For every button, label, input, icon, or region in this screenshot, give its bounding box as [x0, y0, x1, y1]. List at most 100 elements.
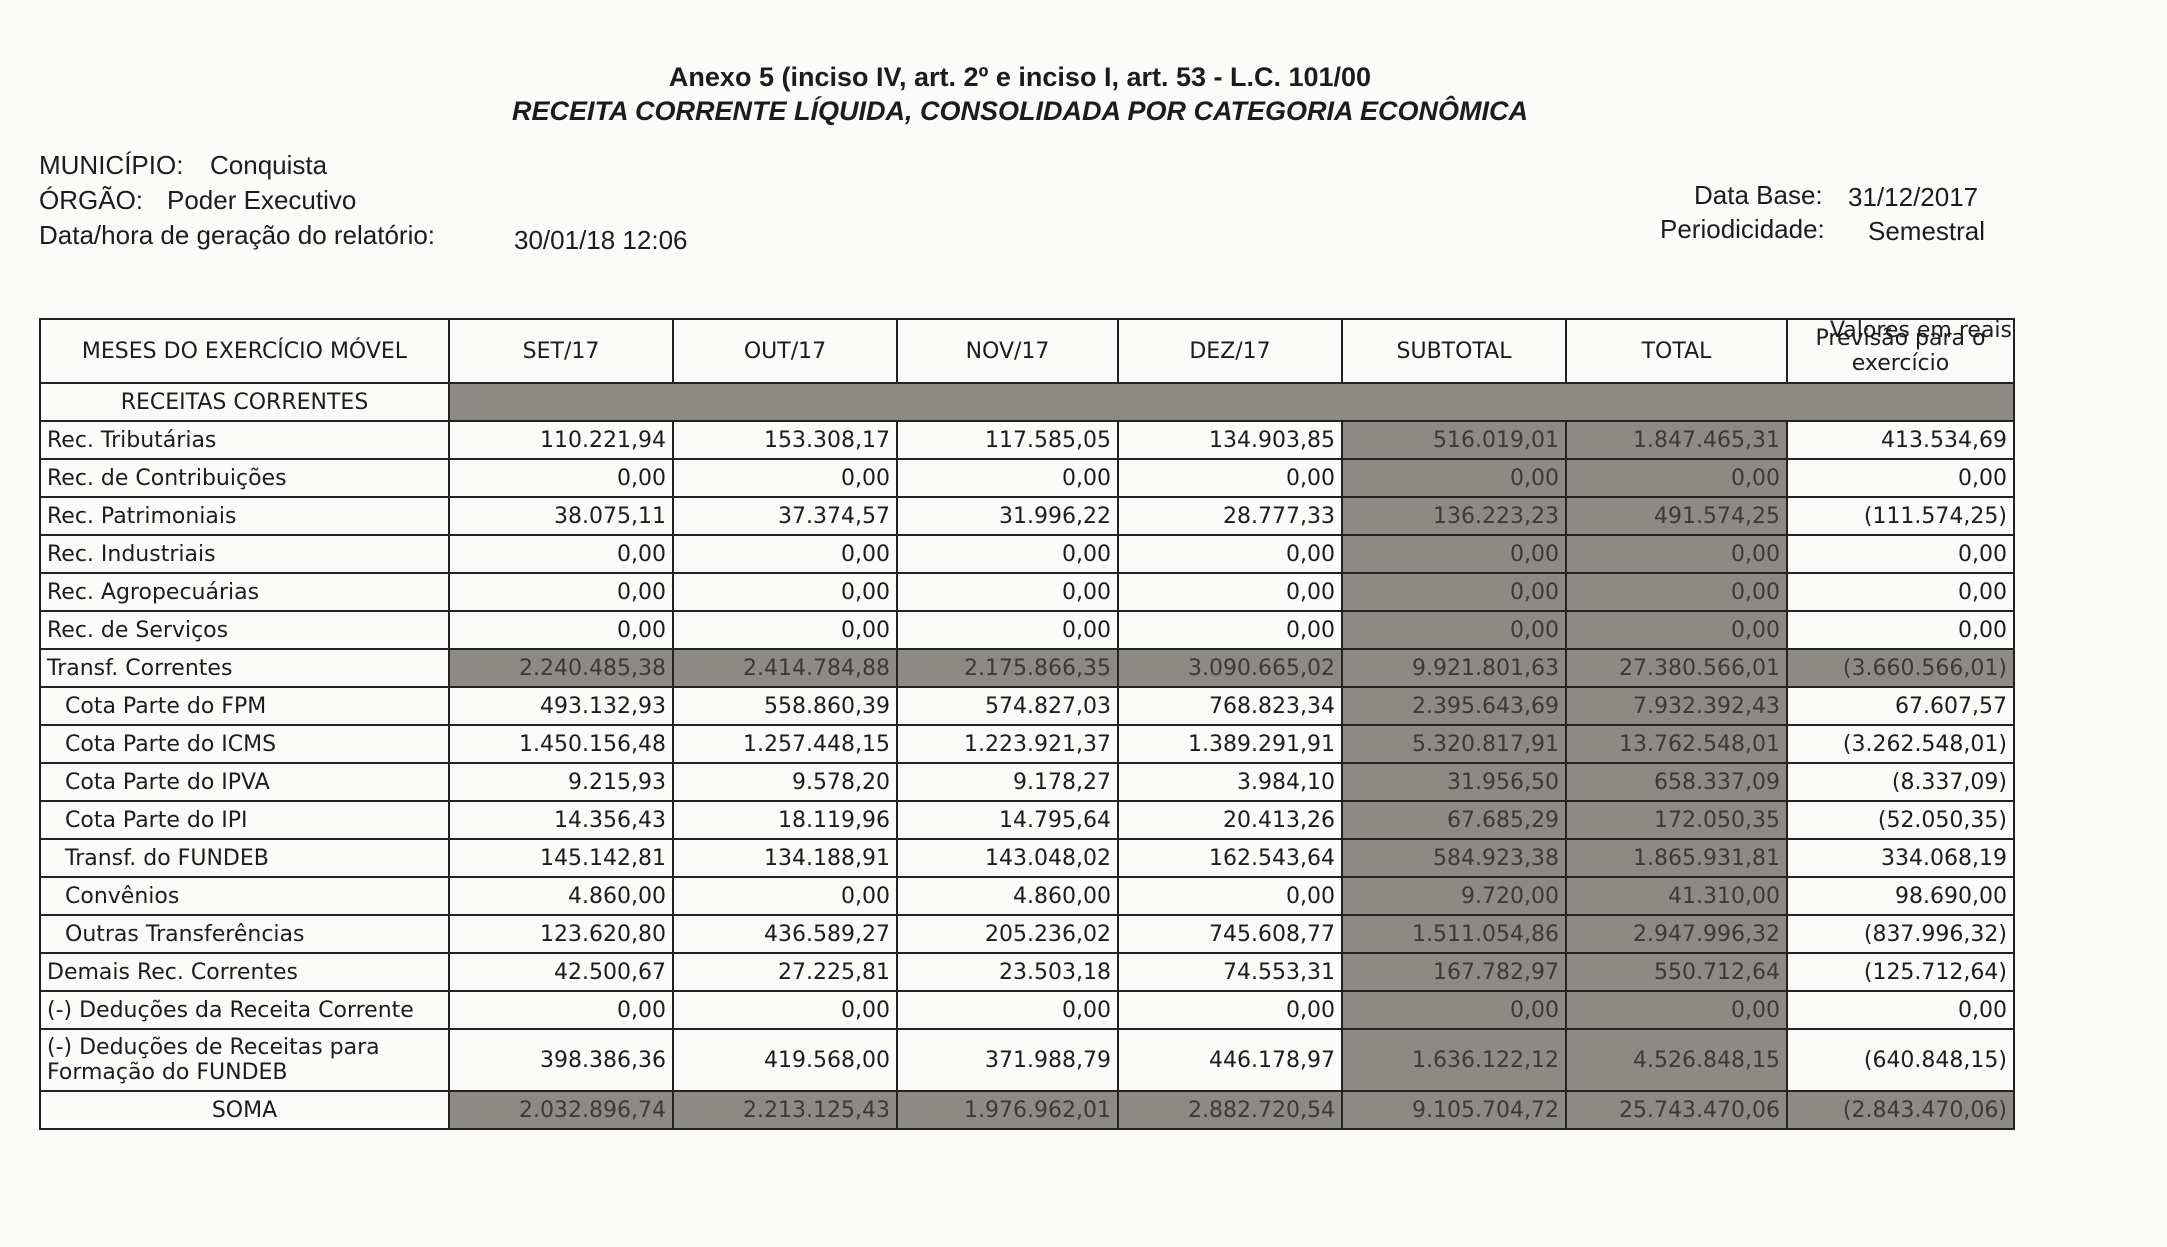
cell-value: (837.996,32): [1786, 914, 2015, 954]
cell-value: 3.090.665,02: [1117, 648, 1343, 688]
cell-value: 0,00: [1565, 990, 1788, 1030]
cell-value: 9.215,93: [448, 762, 674, 802]
cell-value: 117.585,05: [896, 420, 1119, 460]
cell-value: 31.956,50: [1341, 762, 1567, 802]
cell-value: 0,00: [1117, 458, 1343, 498]
cell-value: (111.574,25): [1786, 496, 2015, 536]
column-header: SUBTOTAL: [1341, 318, 1567, 384]
data-row: Transf. do FUNDEB 145.142,81 134.188,91 143…: [39, 838, 2015, 878]
cell-value: 123.620,80: [448, 914, 674, 954]
cell-value: 0,00: [896, 458, 1119, 498]
cell-value: 0,00: [448, 534, 674, 574]
cell-value: 136.223,23: [1341, 496, 1567, 536]
cell-value: 9.105.704,72: [1341, 1090, 1567, 1130]
cell-value: 398.386,36: [448, 1028, 674, 1092]
cell-value: 205.236,02: [896, 914, 1119, 954]
cell-value: 37.374,57: [672, 496, 898, 536]
cell-value: 0,00: [1786, 610, 2015, 650]
cell-value: 0,00: [672, 572, 898, 612]
cell-value: 4.860,00: [448, 876, 674, 916]
data-row: Rec. Patrimoniais 38.075,11 37.374,57 31.99…: [39, 496, 2015, 536]
cell-value: 0,00: [672, 534, 898, 574]
cell-value: 419.568,00: [672, 1028, 898, 1092]
cell-value: 13.762.548,01: [1565, 724, 1788, 764]
cell-value: 74.553,31: [1117, 952, 1343, 992]
cell-value: 2.213.125,43: [672, 1090, 898, 1130]
cell-value: (3.660.566,01): [1786, 648, 2015, 688]
cell-value: 446.178,97: [1117, 1028, 1343, 1092]
info-value: Semestral: [1868, 216, 1986, 246]
header-row: MESES DO EXERCÍCIO MÓVEL SET/17 OUT/17 NOV/…: [39, 318, 2015, 384]
info-label: Data Base:: [1694, 180, 1823, 210]
cell-value: 2.882.720,54: [1117, 1090, 1343, 1130]
cell-value: 0,00: [672, 876, 898, 916]
row-label: Transf. do FUNDEB: [39, 838, 450, 878]
cell-value: 9.720,00: [1341, 876, 1567, 916]
row-label: Transf. Correntes: [39, 648, 450, 688]
data-row: Rec. de Contribuições 0,00 0,00 0,00 0,00 0,0…: [39, 458, 2015, 498]
info-label: MUNICÍPIO:: [39, 150, 184, 180]
cell-value: 0,00: [1565, 610, 1788, 650]
cell-value: 4.526.848,15: [1565, 1028, 1788, 1092]
row-label: Rec. de Contribuições: [39, 458, 450, 498]
info-label: Data/hora de geração do relatório:: [39, 220, 436, 250]
cell-value: 42.500,67: [448, 952, 674, 992]
cell-value: 143.048,02: [896, 838, 1119, 878]
cell-value: 1.636.122,12: [1341, 1028, 1567, 1092]
cell-value: 41.310,00: [1565, 876, 1788, 916]
cell-value: 516.019,01: [1341, 420, 1567, 460]
cell-value: 574.827,03: [896, 686, 1119, 726]
cell-value: 23.503,18: [896, 952, 1119, 992]
cell-value: 493.132,93: [448, 686, 674, 726]
cell-value: 2.395.643,69: [1341, 686, 1567, 726]
info-label: Periodicidade:: [1660, 214, 1825, 244]
data-row: SOMA 2.032.896,74 2.213.125,43 1.976.962,01…: [39, 1090, 2015, 1130]
cell-value: 134.188,91: [672, 838, 898, 878]
cell-value: 153.308,17: [672, 420, 898, 460]
row-label: Demais Rec. Correntes: [39, 952, 450, 992]
cell-value: 14.795,64: [896, 800, 1119, 840]
column-header: MESES DO EXERCÍCIO MÓVEL: [39, 318, 450, 384]
column-header: SET/17: [448, 318, 674, 384]
cell-value: 0,00: [1786, 990, 2015, 1030]
cell-value: 9.178,27: [896, 762, 1119, 802]
cell-value: 371.988,79: [896, 1028, 1119, 1092]
row-label: SOMA: [39, 1090, 450, 1130]
cell-value: 0,00: [1565, 534, 1788, 574]
cell-value: 436.589,27: [672, 914, 898, 954]
row-label: Rec. Patrimoniais: [39, 496, 450, 536]
cell-value: 0,00: [896, 534, 1119, 574]
data-row: Rec. Tributárias 110.221,94 153.308,17 117.…: [39, 420, 2015, 460]
cell-value: 0,00: [1117, 610, 1343, 650]
row-label: Rec. Tributárias: [39, 420, 450, 460]
cell-value: 334.068,19: [1786, 838, 2015, 878]
row-label: Convênios: [39, 876, 450, 916]
cell-value: 0,00: [672, 990, 898, 1030]
cell-value: 0,00: [1565, 458, 1788, 498]
row-label: Rec. Industriais: [39, 534, 450, 574]
column-header: TOTAL: [1565, 318, 1788, 384]
row-label: Cota Parte do FPM: [39, 686, 450, 726]
cell-value: 0,00: [1341, 572, 1567, 612]
data-row: Cota Parte do ICMS 1.450.156,48 1.257.448,…: [39, 724, 2015, 764]
cell-value: 2.414.784,88: [672, 648, 898, 688]
cell-value: 0,00: [1786, 534, 2015, 574]
cell-value: 2.175.866,35: [896, 648, 1119, 688]
revenue-table: MESES DO EXERCÍCIO MÓVEL SET/17 OUT/17 NOV/…: [39, 318, 2015, 1130]
cell-value: 9.921.801,63: [1341, 648, 1567, 688]
cell-value: 0,00: [1786, 572, 2015, 612]
cell-value: 3.984,10: [1117, 762, 1343, 802]
cell-value: 0,00: [1117, 990, 1343, 1030]
cell-value: 67.685,29: [1341, 800, 1567, 840]
cell-value: 584.923,38: [1341, 838, 1567, 878]
cell-value: (52.050,35): [1786, 800, 2015, 840]
row-label: (-) Deduções da Receita Corrente: [39, 990, 450, 1030]
data-row: (-) Deduções da Receita Corrente 0,00 0,00…: [39, 990, 2015, 1030]
cell-value: 110.221,94: [448, 420, 674, 460]
cell-value: 134.903,85: [1117, 420, 1343, 460]
row-label: Cota Parte do ICMS: [39, 724, 450, 764]
cell-value: 0,00: [896, 610, 1119, 650]
cell-value: 0,00: [1341, 990, 1567, 1030]
cell-value: 18.119,96: [672, 800, 898, 840]
